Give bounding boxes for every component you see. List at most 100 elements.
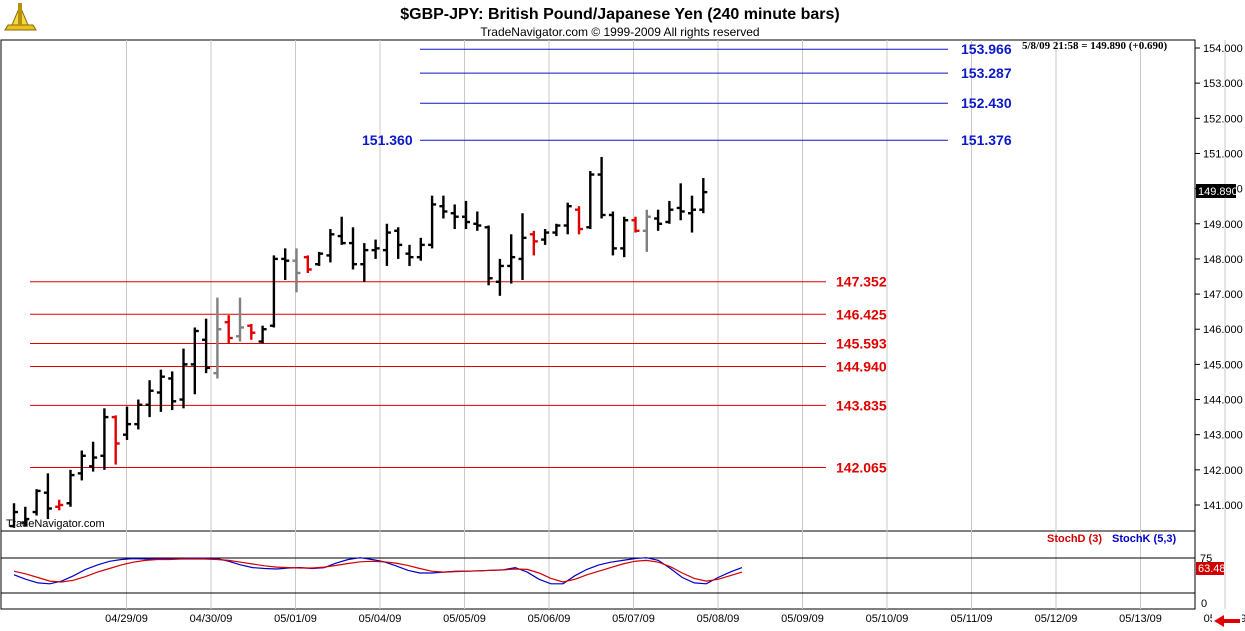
x-tick-label: 05/13/09 bbox=[1119, 613, 1162, 625]
ohlc-bar bbox=[224, 315, 233, 344]
oscillator-panel bbox=[0, 530, 1196, 610]
ohlc-bar bbox=[303, 255, 312, 273]
red-level-label: 143.835 bbox=[836, 397, 887, 413]
blue-level-label: 152.430 bbox=[961, 95, 1012, 111]
ohlc-bar bbox=[100, 408, 109, 470]
x-tick-label: 04/30/09 bbox=[190, 613, 233, 625]
ohlc-bar bbox=[552, 223, 561, 237]
chart-subtitle: TradeNavigator.com © 1999-2009 All right… bbox=[480, 25, 759, 39]
ohlc-bar bbox=[665, 200, 674, 224]
ohlc-bar bbox=[597, 156, 606, 219]
ohlc-bar bbox=[428, 195, 437, 249]
ohlc-bar bbox=[315, 251, 324, 266]
stoch-d-legend: StochD (3) bbox=[1047, 533, 1102, 545]
ohlc-bar bbox=[699, 178, 708, 214]
ohlc-bar bbox=[43, 473, 52, 520]
oscillator bbox=[1, 557, 1195, 594]
chart-title: $GBP-JPY: British Pound/Japanese Yen (24… bbox=[400, 6, 840, 23]
x-tick-label: 05/08/09 bbox=[697, 613, 740, 625]
ohlc-bar bbox=[123, 406, 131, 440]
red-level-label: 147.352 bbox=[836, 274, 887, 290]
blue-level-left-label: 151.360 bbox=[362, 132, 413, 148]
ohlc-bar bbox=[55, 499, 64, 511]
y-tick-label: 144.000 bbox=[1203, 395, 1243, 407]
ohlc-bar bbox=[382, 223, 391, 266]
ohlc-bar bbox=[518, 213, 527, 281]
ohlc-bar bbox=[439, 195, 448, 219]
ohlc-bar bbox=[688, 195, 696, 233]
blue-level-label: 153.966 bbox=[961, 41, 1012, 57]
y-axis: 141.000 142.000 143.000 144.000 145.000 146.0… bbox=[1195, 43, 1243, 512]
ohlc-bar bbox=[371, 239, 380, 259]
ohlc-bar bbox=[156, 369, 165, 412]
y-tick-label: 143.000 bbox=[1203, 430, 1243, 442]
stoch-d-line bbox=[13, 558, 743, 583]
ohlc-bar bbox=[111, 415, 120, 465]
price-bars bbox=[10, 156, 708, 528]
y-tick-label: 153.000 bbox=[1203, 78, 1243, 90]
x-tick-label: 05/07/09 bbox=[612, 613, 655, 625]
ohlc-bar bbox=[405, 244, 414, 266]
ohlc-bar bbox=[168, 371, 177, 411]
y-tick-label: 142.000 bbox=[1203, 465, 1243, 477]
stoch-k-legend: StochK (5,3) bbox=[1112, 533, 1177, 545]
scroll-arrow-icon[interactable] bbox=[1212, 614, 1242, 628]
y-tick-label: 152.000 bbox=[1203, 113, 1243, 125]
ohlc-bar bbox=[213, 297, 222, 379]
last-price-value: 149.890 bbox=[1198, 186, 1238, 198]
ohlc-bar bbox=[258, 325, 267, 344]
ohlc-bar bbox=[66, 469, 75, 507]
ohlc-bar bbox=[473, 211, 482, 231]
ohlc-bar bbox=[190, 327, 199, 395]
ohlc-bar bbox=[484, 225, 493, 286]
ohlc-bar bbox=[77, 450, 86, 481]
x-tick-label: 05/05/09 bbox=[443, 613, 486, 625]
red-level-label: 142.065 bbox=[836, 460, 887, 476]
stoch-k-line bbox=[13, 557, 743, 585]
y-tick-label: 148.000 bbox=[1203, 254, 1243, 266]
x-tick-label: 04/29/09 bbox=[105, 613, 148, 625]
x-tick-label: 05/06/09 bbox=[528, 613, 571, 625]
red-level-label: 144.940 bbox=[836, 358, 887, 374]
ohlc-bar bbox=[575, 206, 583, 235]
x-tick-label: 05/11/09 bbox=[950, 613, 992, 625]
y-tick-label: 145.000 bbox=[1203, 359, 1243, 371]
logo-icon bbox=[4, 3, 37, 31]
ohlc-bar bbox=[676, 183, 685, 221]
y-tick-label: 147.000 bbox=[1203, 289, 1243, 301]
ohlc-bar bbox=[654, 209, 663, 231]
y-tick-label: 151.000 bbox=[1203, 148, 1243, 160]
last-price-badge: 149.890 bbox=[1196, 184, 1238, 198]
blue-level-label: 151.376 bbox=[961, 132, 1012, 148]
x-tick-label: 05/04/09 bbox=[359, 613, 402, 625]
ohlc-bar bbox=[529, 230, 538, 256]
ohlc-bar bbox=[360, 243, 369, 282]
ohlc-bar bbox=[21, 506, 30, 527]
ohlc-bar bbox=[394, 227, 403, 259]
blue-level-label: 153.287 bbox=[961, 65, 1012, 81]
ohlc-bar bbox=[236, 297, 244, 342]
ohlc-bar bbox=[608, 211, 617, 256]
watermark: TradeNavigator.com bbox=[6, 518, 105, 530]
ohlc-bar bbox=[281, 248, 290, 281]
ohlc-bar bbox=[541, 229, 550, 245]
ohlc-bar bbox=[32, 489, 41, 516]
ohlc-bar bbox=[134, 399, 143, 430]
oscillator-value: 63.48 bbox=[1198, 563, 1226, 575]
ohlc-bar bbox=[145, 380, 154, 418]
ohlc-bar bbox=[202, 318, 211, 374]
price-panel bbox=[0, 39, 1196, 532]
red-level-label: 145.593 bbox=[836, 336, 887, 352]
x-tick-label: 05/10/09 bbox=[866, 613, 909, 625]
ohlc-bar bbox=[10, 503, 18, 528]
ohlc-bar bbox=[247, 323, 256, 340]
x-axis: 04/29/09 04/30/09 05/01/09 05/04/09 05/05/09… bbox=[105, 613, 1245, 625]
ohlc-bar bbox=[462, 200, 470, 230]
y-tick-label: 149.000 bbox=[1203, 219, 1243, 231]
levels: 153.966 153.287 152.430 151.376 151.360 147.3… bbox=[30, 41, 1012, 476]
ohlc-bar bbox=[326, 229, 335, 263]
x-tick-label: 05/12/09 bbox=[1035, 613, 1078, 625]
y-tick-label: 154.000 bbox=[1203, 43, 1243, 55]
ohlc-bar bbox=[642, 209, 651, 252]
